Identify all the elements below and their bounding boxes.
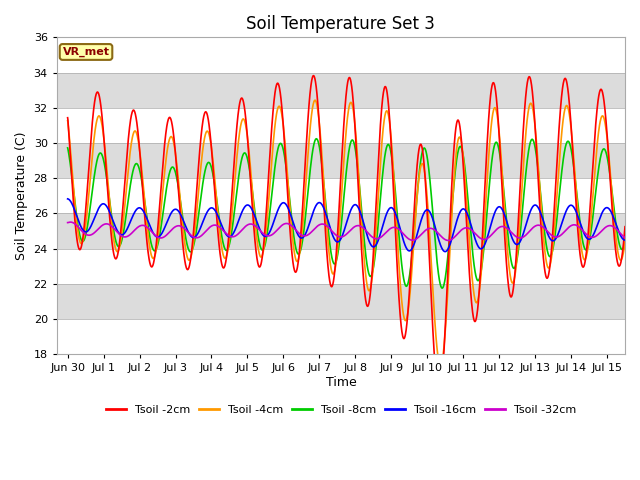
Bar [57, 143, 625, 178]
Legend: Tsoil -2cm, Tsoil -4cm, Tsoil -8cm, Tsoil -16cm, Tsoil -32cm: Tsoil -2cm, Tsoil -4cm, Tsoil -8cm, Tsoi… [101, 401, 580, 420]
Bar [57, 37, 625, 72]
Bar [57, 178, 625, 213]
Text: VR_met: VR_met [63, 47, 109, 57]
Bar [57, 249, 625, 284]
Bar [57, 108, 625, 143]
Bar [57, 72, 625, 108]
Bar [57, 319, 625, 354]
X-axis label: Time: Time [326, 376, 356, 389]
Bar [57, 213, 625, 249]
Bar [57, 284, 625, 319]
Title: Soil Temperature Set 3: Soil Temperature Set 3 [246, 15, 435, 33]
Y-axis label: Soil Temperature (C): Soil Temperature (C) [15, 132, 28, 260]
